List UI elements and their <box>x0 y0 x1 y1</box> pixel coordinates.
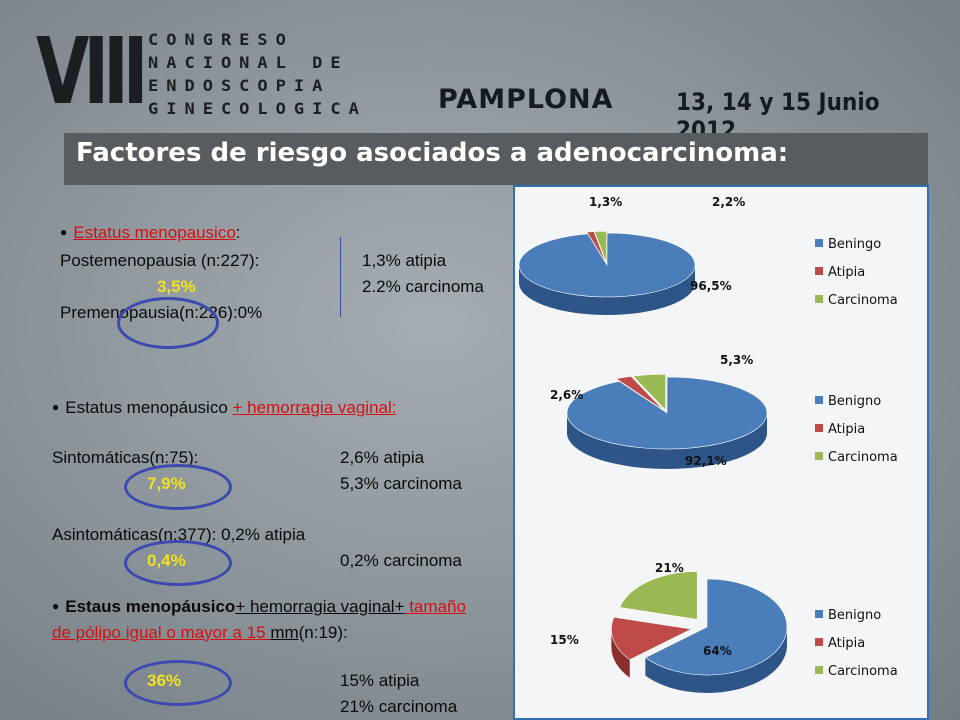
congress-title-line-1: CONGRESO <box>148 30 294 50</box>
section1-heading-colon: : <box>235 223 241 242</box>
pie-slice-beningo <box>518 232 696 298</box>
congress-roman-numeral: VIII <box>36 18 148 125</box>
title-bar <box>64 133 928 185</box>
highlight-circle <box>124 540 232 586</box>
legend-swatch <box>815 638 823 646</box>
data-label: 2,2% <box>712 195 745 209</box>
pie-slice-side <box>611 629 630 678</box>
data-label: 64% <box>703 644 732 658</box>
pie-slice-carcinoma <box>619 571 698 620</box>
legend-item: Carcinoma <box>828 450 898 465</box>
bracket-divider <box>340 237 348 317</box>
section1-atipia: 1,3% atipia <box>362 251 447 270</box>
legend-item: Atipia <box>828 422 865 437</box>
data-label: 15% <box>550 633 579 647</box>
section2-asint-carcinoma: 0,2% carcinoma <box>340 551 462 570</box>
congress-city: PAMPLONA <box>438 84 614 115</box>
legend-swatch <box>815 267 823 275</box>
section3-heading-c: tamaño <box>404 597 466 616</box>
pie-chart-3: 64% 15% 21% Benigno Atipia Carcinoma <box>550 561 898 693</box>
legend-item: Atipia <box>828 265 865 280</box>
data-label: 1,3% <box>589 195 622 209</box>
section3-heading-a: Estaus menopáusico <box>65 597 236 616</box>
highlight-circle <box>124 660 232 706</box>
data-label: 5,3% <box>720 353 753 367</box>
congress-title-line-3: ENDOSCOPIA <box>148 76 331 96</box>
section1-carcinoma: 2.2% carcinoma <box>362 277 484 296</box>
legend-swatch <box>815 610 823 618</box>
legend-item: Benigno <box>828 608 881 623</box>
pie-chart-1: 96,5% 1,3% 2,2% Beningo Atipia Carcinoma <box>518 195 898 315</box>
section3-heading-line2: de pólipo igual o mayor a 15 mm(n:19): <box>52 623 348 643</box>
section2-heading: ● Estatus menopáusico + hemorragia vagina… <box>52 398 396 418</box>
pie-slice-side <box>645 627 787 693</box>
section2-heading-b: + hemorragia vaginal: <box>232 398 397 417</box>
pie-slice-atipia <box>615 376 664 411</box>
section3-atipia: 15% atipia <box>340 671 420 690</box>
bullet-icon: ● <box>52 599 60 613</box>
data-label: 21% <box>655 561 684 575</box>
legend-item: Benigno <box>828 394 881 409</box>
data-label: 92,1% <box>685 454 727 468</box>
pie-chart-2: 92,1% 2,6% 5,3% Benigno Atipia Carcinoma <box>550 353 898 469</box>
chart-panel: 96,5% 1,3% 2,2% Beningo Atipia Carcinoma 92,1%… <box>513 185 929 720</box>
pie-slice-side <box>519 265 695 315</box>
pie-slice-carcinoma <box>632 373 666 411</box>
congress-title-line-4: GINECOLOGICA <box>148 99 367 119</box>
pie-slice-carcinoma <box>594 230 607 264</box>
pie-charts: 96,5%1,3% 2,2%BeningoAtipiaCarcinoma92,1%… <box>518 195 898 693</box>
congress-dates: 13, 14 y 15 Junio 2012 <box>676 88 880 144</box>
pie-slice-side <box>567 413 767 469</box>
slide-title: Factores de riesgo asociados a adenocarc… <box>76 138 789 168</box>
section2-asint: Asintomáticas(n:377): 0,2% atipia <box>52 525 306 544</box>
legend-item: Carcinoma <box>828 664 898 679</box>
legend-swatch <box>815 424 823 432</box>
section3-heading-d: de pólipo igual o mayor a 15 <box>52 623 271 642</box>
data-label: 96,5% <box>690 279 732 293</box>
section2-heading-a: Estatus menopáusico <box>65 398 233 417</box>
section1-postmeno-pct: 3,5% <box>157 277 196 296</box>
section3-heading-b: + hemorragia vaginal+ <box>235 597 405 616</box>
legend-item: Atipia <box>828 636 865 651</box>
section2-sint: Sintomáticas(n:75): <box>52 448 199 467</box>
legend-item: Carcinoma <box>828 293 898 308</box>
legend-swatch <box>815 666 823 674</box>
legend-swatch <box>815 396 823 404</box>
legend-item: Beningo <box>828 237 881 252</box>
bullet-icon: ● <box>60 225 68 239</box>
section2-sint-carcinoma: 5,3% carcinoma <box>340 474 462 493</box>
section1-heading-text: Estatus menopausico <box>73 223 236 242</box>
legend-swatch <box>815 295 823 303</box>
bullet-icon: ● <box>52 400 60 414</box>
pie-slice-atipia <box>611 616 693 661</box>
section1-heading: ● Estatus menopausico: <box>60 223 241 243</box>
congress-title-line-2: NACIONAL DE <box>148 53 349 73</box>
section3-heading-line1: ● Estaus menopáusico+ hemorragia vaginal+… <box>52 597 466 617</box>
highlight-circle <box>124 464 232 510</box>
data-label: 2,6% <box>550 388 583 402</box>
section1-postmeno: Postemenopausia (n:227): <box>60 251 260 270</box>
section3-heading-e: mm <box>270 623 299 642</box>
section3-carcinoma: 21% carcinoma <box>340 697 458 716</box>
legend-swatch <box>815 452 823 460</box>
legend-swatch <box>815 239 823 247</box>
section3-heading-f: (n:19): <box>298 623 348 642</box>
pie-slice-benigno <box>644 578 788 676</box>
highlight-circle <box>117 297 219 349</box>
section2-sint-atipia: 2,6% atipia <box>340 448 425 467</box>
pie-slice-benigno <box>566 376 768 450</box>
